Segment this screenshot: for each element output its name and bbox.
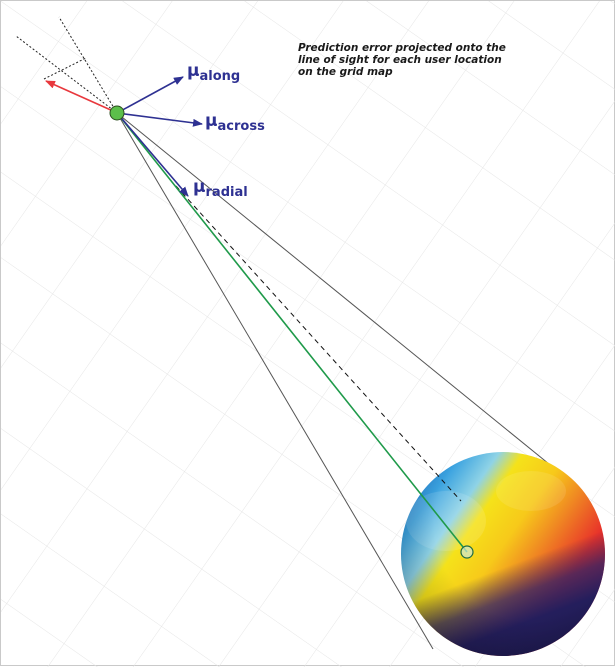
user-location-circle-icon (460, 545, 474, 559)
across-vector-label: μacross (205, 111, 265, 134)
error-arrow (45, 80, 114, 112)
line-of-sight (116, 112, 468, 553)
along-vector-arrow (116, 76, 184, 114)
radial-symbol: μ (193, 177, 206, 197)
across-symbol: μ (205, 111, 218, 131)
earth-error-map (401, 452, 605, 656)
across-subscript: across (217, 119, 265, 134)
satellite-dot-icon (109, 105, 125, 121)
along-vector-label: μalong (187, 61, 240, 84)
along-subscript: along (199, 69, 241, 84)
radial-vector-label: μradial (193, 177, 248, 200)
radial-vector-arrow (116, 112, 189, 197)
cone-line-upper (116, 112, 550, 465)
radial-subscript: radial (205, 185, 248, 200)
along-symbol: μ (187, 61, 200, 81)
projection-dashed-line (175, 185, 462, 502)
across-vector-arrow (116, 112, 203, 127)
caption-line-3: on the grid map (298, 66, 393, 78)
caption-line-2: line of sight for each user location (298, 54, 502, 66)
fov-dotted-line-2 (15, 35, 118, 114)
cone-line-lower (116, 112, 434, 650)
caption-line-1: Prediction error projected onto the (298, 42, 506, 54)
diagram-caption: Prediction error projected onto the line… (298, 42, 528, 78)
fov-dotted-line-1 (58, 16, 118, 114)
